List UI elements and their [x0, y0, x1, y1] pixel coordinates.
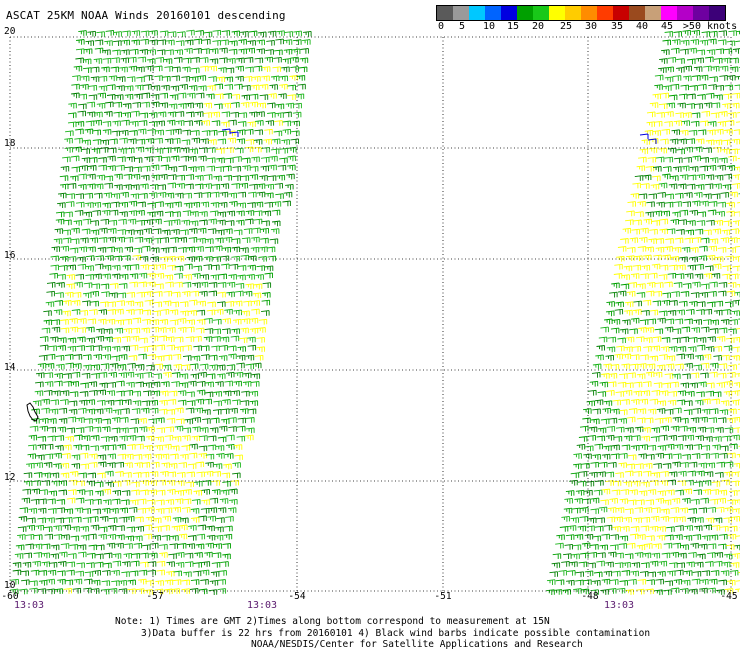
colorbar-swatch: [629, 6, 645, 20]
colorbar-label: 40: [635, 21, 649, 32]
map-title: ASCAT 25KM NOAA Winds 20160101 descendin…: [6, 9, 286, 22]
colorbar-label: 30: [584, 21, 598, 32]
colorbar-label: 0: [438, 21, 445, 32]
colorbar-label: 15: [506, 21, 520, 32]
colorbar-label: 25: [559, 21, 573, 32]
swath-time-label: 13:03: [246, 600, 278, 611]
blue-wind-barb: [221, 128, 231, 134]
colorbar-label: >50 knots: [682, 21, 738, 32]
lat-label-10: 10: [4, 580, 16, 591]
colorbar-label: 10: [482, 21, 496, 32]
lat-label-12: 12: [4, 472, 16, 483]
note-line-3: NOAA/NESDIS/Center for Satellite Applica…: [251, 639, 583, 650]
colorbar-swatch: [581, 6, 597, 20]
colorbar-swatch: [709, 6, 725, 20]
colorbar-label: 20: [531, 21, 545, 32]
lon-label-60: -60: [1, 591, 19, 602]
note-line-2: 3)Data buffer is 22 hrs from 20160101 4)…: [141, 627, 651, 639]
lat-lon-grid: [9, 36, 732, 592]
colorbar-swatch: [693, 6, 709, 20]
colorbar-swatch: [437, 6, 453, 20]
lat-label-14: 14: [4, 362, 16, 373]
lon-label-51: -51: [434, 591, 452, 602]
colorbar-swatch: [453, 6, 469, 20]
colorbar-swatch: [469, 6, 485, 20]
lon-label-45: -45: [720, 591, 738, 602]
note-line-1: Note: 1) Times are GMT 2)Times along bot…: [115, 616, 550, 627]
swath-east: [546, 29, 740, 596]
colorbar-swatch: [677, 6, 693, 20]
lat-label-18: 18: [4, 138, 16, 149]
swath-time-label: 13:03: [13, 600, 45, 611]
colorbar-label: 5: [458, 21, 466, 32]
swath-time-label: 13:03: [603, 600, 635, 611]
wind-barb-swaths: [10, 29, 740, 596]
colorbar-swatch: [645, 6, 661, 20]
blue-wind-barb: [647, 138, 657, 144]
lon-label-54: -54: [288, 591, 306, 602]
swath-west: [10, 29, 312, 595]
colorbar-swatch: [533, 6, 549, 20]
colorbar-swatch: [549, 6, 565, 20]
lon-label-57: -57: [146, 591, 164, 602]
colorbar-swatch: [501, 6, 517, 20]
lon-label-48: -48: [581, 591, 599, 602]
colorbar-swatch: [661, 6, 677, 20]
colorbar-label: 45: [660, 21, 674, 32]
lat-label-16: 16: [4, 250, 16, 261]
colorbar-label: 35: [610, 21, 624, 32]
wind-speed-colorbar: [436, 5, 726, 21]
colorbar-swatch: [565, 6, 581, 20]
footer-notes: Note: 1) Times are GMT 2)Times along bot…: [115, 616, 650, 651]
blue-wind-barb: [639, 133, 649, 139]
island-outline: [26, 402, 39, 422]
colorbar-swatch: [517, 6, 533, 20]
lat-label-20: 20: [4, 26, 16, 37]
colorbar-swatch: [485, 6, 501, 20]
blue-wind-barb: [229, 131, 239, 137]
colorbar-swatch: [597, 6, 613, 20]
colorbar-swatch: [613, 6, 629, 20]
